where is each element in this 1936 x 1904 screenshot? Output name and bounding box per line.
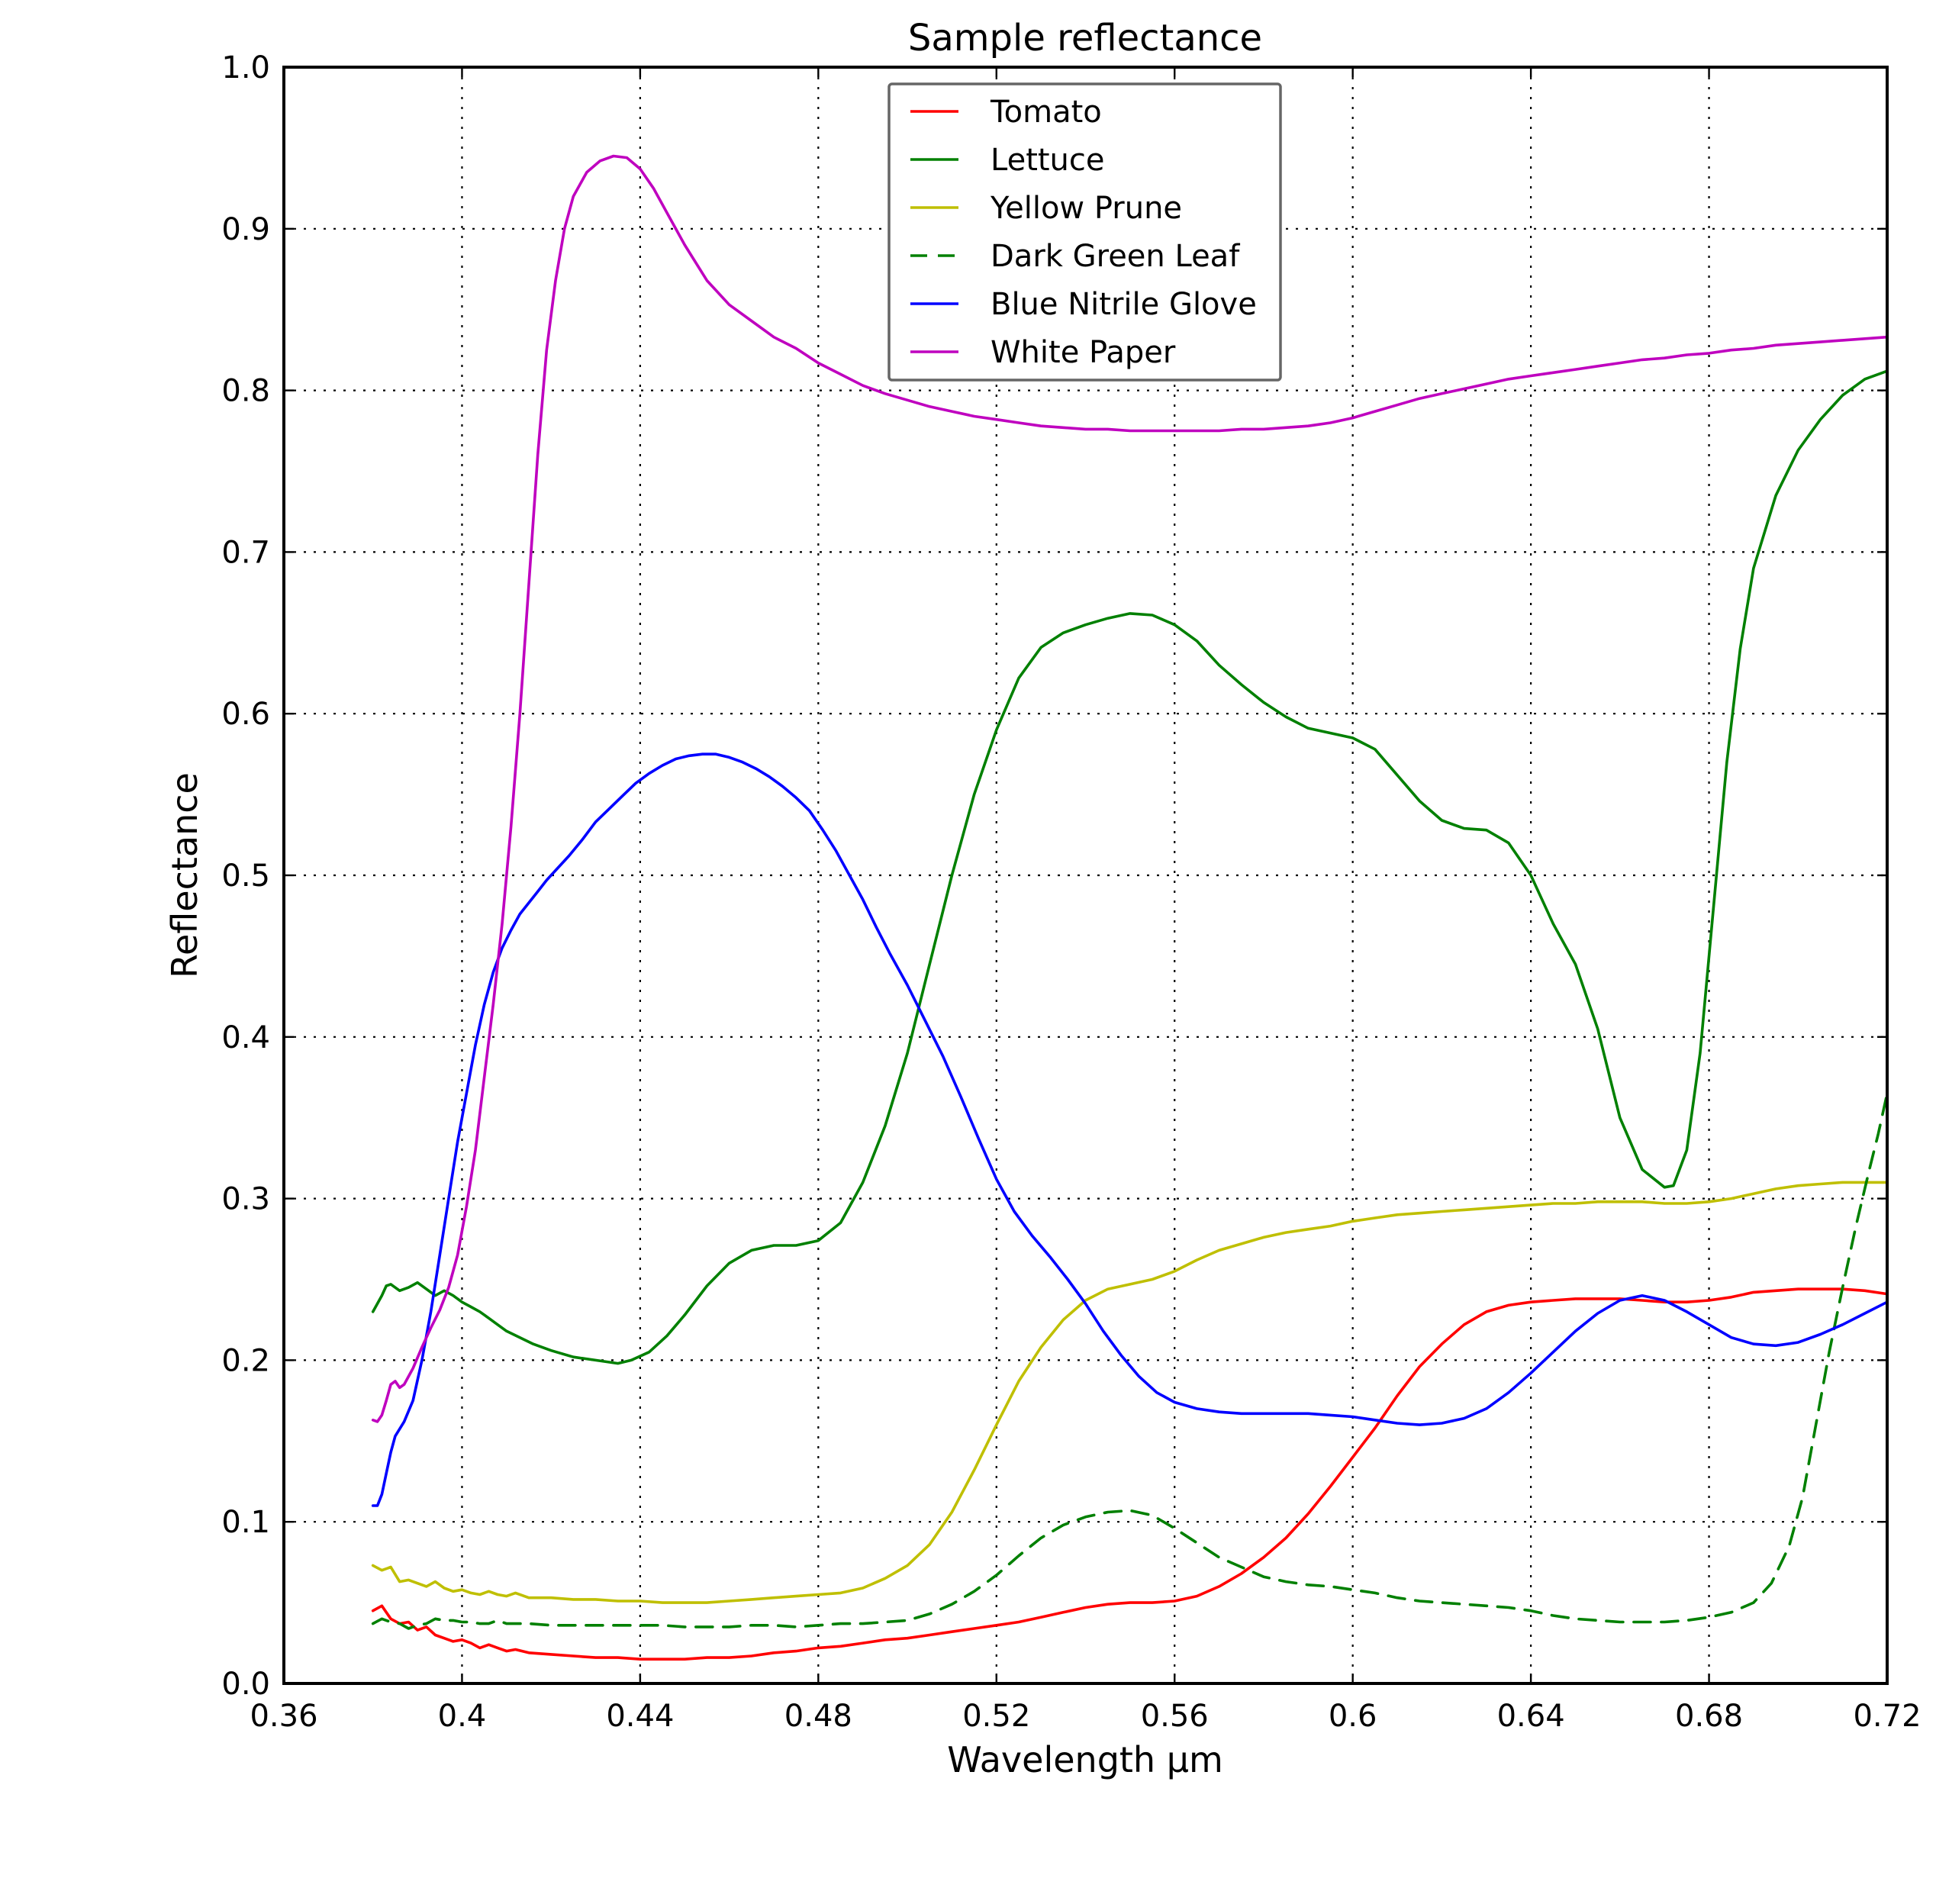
legend-label-dark-green-leaf: Dark Green Leaf xyxy=(991,239,1240,274)
x-axis-label: Wavelength μm xyxy=(947,1739,1223,1780)
legend-box xyxy=(887,82,1282,382)
y-tick-label: 0.1 xyxy=(221,1505,270,1540)
legend: Tomato Lettuce Yellow Prune Dark Green Leaf… xyxy=(887,82,1282,382)
y-tick-label: 1.0 xyxy=(221,50,270,85)
series-line-blue-nitrile-glove xyxy=(371,752,1889,1507)
x-tick-label: 0.6 xyxy=(1329,1699,1377,1734)
y-tick-label: 0.5 xyxy=(221,859,270,894)
legend-label-lettuce: Lettuce xyxy=(991,143,1105,178)
x-tick-label: 0.48 xyxy=(784,1699,852,1734)
legend-label-blue-nitrile-glove: Blue Nitrile Glove xyxy=(991,287,1257,322)
y-tick-label: 0.9 xyxy=(221,212,270,247)
y-tick-label: 0.6 xyxy=(221,697,270,732)
series-line-yellow-prune xyxy=(371,1181,1889,1604)
chart-title: Sample reflectance xyxy=(908,17,1262,60)
y-tick-label: 0.8 xyxy=(221,374,270,409)
x-tick-label: 0.4 xyxy=(438,1699,487,1734)
series-layer xyxy=(371,154,1889,1661)
ticks xyxy=(282,66,1889,1685)
y-axis-label: Reflectance xyxy=(164,772,205,978)
x-tick-label: 0.64 xyxy=(1497,1699,1565,1734)
y-tick-label: 0.2 xyxy=(221,1343,270,1378)
y-tick-label: 0.3 xyxy=(221,1182,270,1217)
y-tick-label: 0.0 xyxy=(221,1667,270,1702)
legend-label-yellow-prune: Yellow Prune xyxy=(990,191,1182,226)
x-tick-label: 0.52 xyxy=(962,1699,1030,1734)
series-line-dark-green-leaf xyxy=(371,1092,1889,1630)
tick-labels: 0.36 0.4 0.44 0.48 0.52 0.56 0.6 0.64 0.68 0.72 0.… xyxy=(221,50,1921,1734)
y-tick-label: 0.7 xyxy=(221,535,270,570)
x-tick-label: 0.68 xyxy=(1675,1699,1743,1734)
x-tick-label: 0.72 xyxy=(1853,1699,1921,1734)
series-line-tomato xyxy=(371,1287,1889,1661)
legend-label-tomato: Tomato xyxy=(990,95,1102,130)
y-tick-label: 0.4 xyxy=(221,1020,270,1055)
x-tick-label: 0.56 xyxy=(1141,1699,1209,1734)
x-tick-label: 0.36 xyxy=(250,1699,317,1734)
legend-label-white-paper: White Paper xyxy=(991,335,1176,370)
series-line-white-paper xyxy=(371,154,1889,1423)
series-line-lettuce xyxy=(371,369,1889,1365)
x-tick-label: 0.44 xyxy=(606,1699,674,1734)
